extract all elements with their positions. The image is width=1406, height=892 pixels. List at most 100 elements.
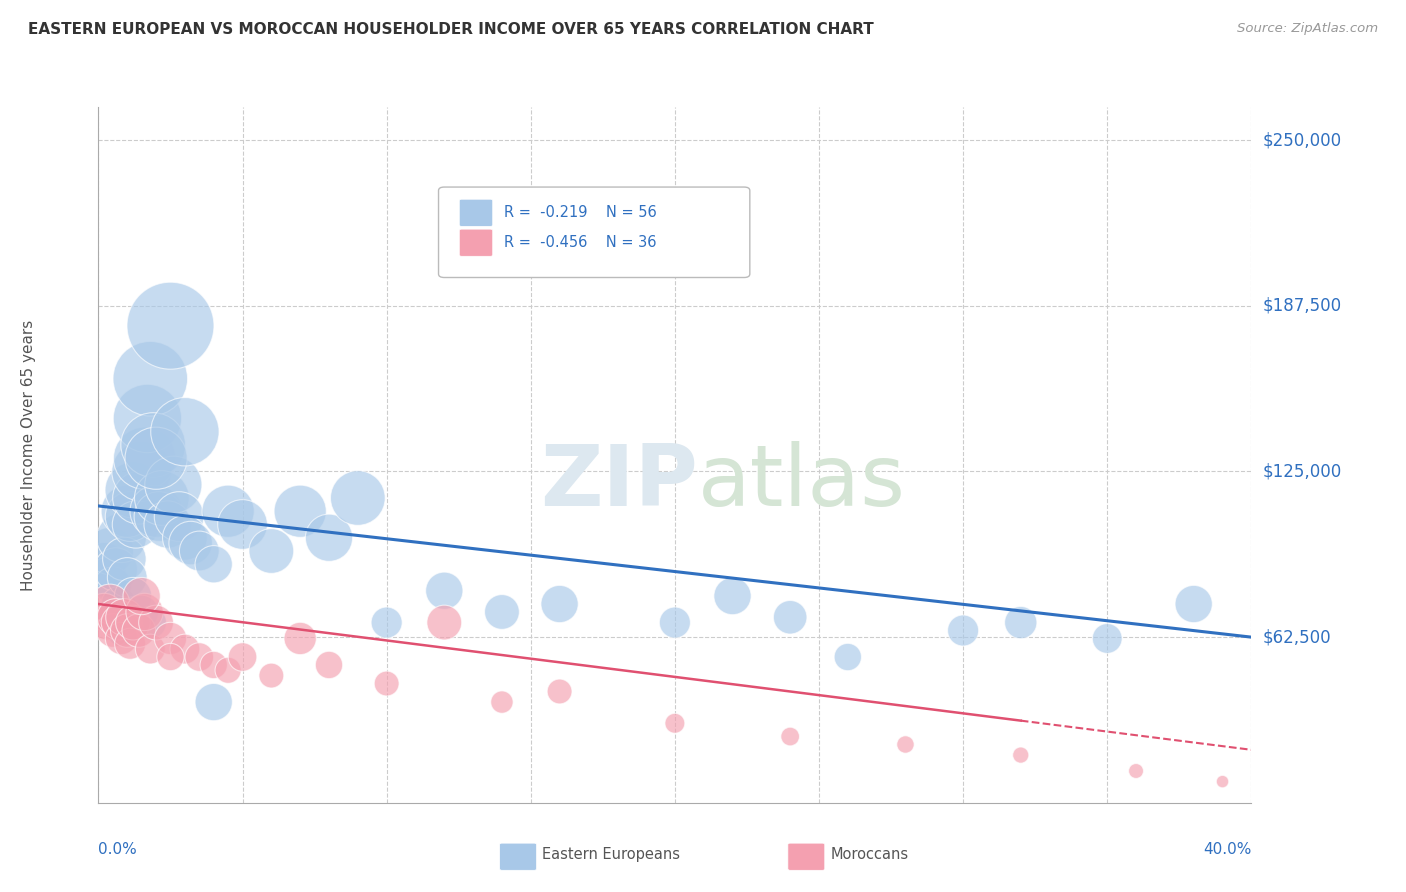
Point <box>139 642 162 657</box>
Point <box>122 615 145 630</box>
Text: $62,500: $62,500 <box>1263 628 1331 646</box>
Point <box>375 676 398 690</box>
Point <box>148 509 170 524</box>
Point <box>188 544 211 558</box>
Point <box>104 563 127 577</box>
Point <box>112 610 135 624</box>
Point <box>101 610 124 624</box>
Point <box>318 531 340 545</box>
Text: Moroccans: Moroccans <box>831 847 908 863</box>
Point <box>180 536 202 550</box>
Text: $125,000: $125,000 <box>1263 462 1341 481</box>
Text: $187,500: $187,500 <box>1263 297 1341 315</box>
Text: 0.0%: 0.0% <box>98 842 138 856</box>
Point <box>131 605 153 619</box>
Point <box>117 570 138 584</box>
Point <box>93 558 115 572</box>
Point <box>375 615 398 630</box>
Point <box>174 425 197 439</box>
Point <box>290 632 312 646</box>
Point <box>779 730 801 744</box>
Point <box>96 570 118 584</box>
Text: ZIP: ZIP <box>540 442 697 524</box>
Point <box>1182 597 1205 611</box>
Point <box>231 517 254 532</box>
Point <box>136 411 159 425</box>
Point <box>145 504 167 518</box>
Point <box>134 605 156 619</box>
Point <box>159 318 181 333</box>
Point <box>98 597 121 611</box>
Point <box>120 637 142 651</box>
Point <box>174 531 197 545</box>
Point <box>260 668 283 682</box>
FancyBboxPatch shape <box>460 199 492 227</box>
Point <box>202 558 225 572</box>
Point <box>217 504 239 518</box>
Point <box>142 438 165 452</box>
Point <box>117 624 138 638</box>
Point <box>491 695 513 709</box>
Point <box>491 605 513 619</box>
Point <box>107 615 129 630</box>
Point <box>131 465 153 479</box>
Point <box>122 483 145 497</box>
Text: atlas: atlas <box>697 442 905 524</box>
Point <box>202 695 225 709</box>
Point <box>1212 774 1234 789</box>
Point <box>145 615 167 630</box>
Text: R =  -0.456    N = 36: R = -0.456 N = 36 <box>505 235 657 251</box>
Point <box>779 610 801 624</box>
Text: R =  -0.219    N = 56: R = -0.219 N = 56 <box>505 205 657 220</box>
Point <box>202 657 225 672</box>
Text: Householder Income Over 65 years: Householder Income Over 65 years <box>21 319 37 591</box>
Point <box>131 589 153 603</box>
Point <box>1010 615 1032 630</box>
Point <box>150 491 173 505</box>
Point <box>159 632 181 646</box>
Point <box>110 624 132 638</box>
FancyBboxPatch shape <box>439 187 749 277</box>
Point <box>128 491 150 505</box>
Point <box>128 624 150 638</box>
FancyBboxPatch shape <box>787 843 825 871</box>
Point <box>104 610 127 624</box>
FancyBboxPatch shape <box>460 229 492 256</box>
Point <box>188 650 211 665</box>
FancyBboxPatch shape <box>499 843 537 871</box>
Point <box>110 531 132 545</box>
Point <box>548 684 571 698</box>
Point <box>1097 632 1119 646</box>
Point <box>346 491 368 505</box>
Point <box>145 451 167 466</box>
Point <box>122 589 145 603</box>
Point <box>96 615 118 630</box>
Point <box>952 624 974 638</box>
Point <box>1125 764 1147 778</box>
Text: EASTERN EUROPEAN VS MOROCCAN HOUSEHOLDER INCOME OVER 65 YEARS CORRELATION CHART: EASTERN EUROPEAN VS MOROCCAN HOUSEHOLDER… <box>28 22 875 37</box>
Text: Eastern Europeans: Eastern Europeans <box>543 847 681 863</box>
Point <box>433 583 456 598</box>
Point <box>98 544 121 558</box>
Point <box>107 597 129 611</box>
Point <box>139 615 162 630</box>
Point <box>174 642 197 657</box>
Point <box>1010 748 1032 763</box>
Point <box>260 544 283 558</box>
Point <box>93 605 115 619</box>
Point <box>156 517 179 532</box>
Point <box>231 650 254 665</box>
Point <box>217 663 239 677</box>
Text: $250,000: $250,000 <box>1263 131 1341 149</box>
Point <box>721 589 744 603</box>
Point <box>112 552 135 566</box>
Point <box>139 372 162 386</box>
Point <box>433 615 456 630</box>
Point <box>101 624 124 638</box>
Point <box>664 716 686 731</box>
Point <box>120 509 142 524</box>
Point <box>134 451 156 466</box>
Point <box>664 615 686 630</box>
Point <box>101 578 124 592</box>
Point <box>318 657 340 672</box>
